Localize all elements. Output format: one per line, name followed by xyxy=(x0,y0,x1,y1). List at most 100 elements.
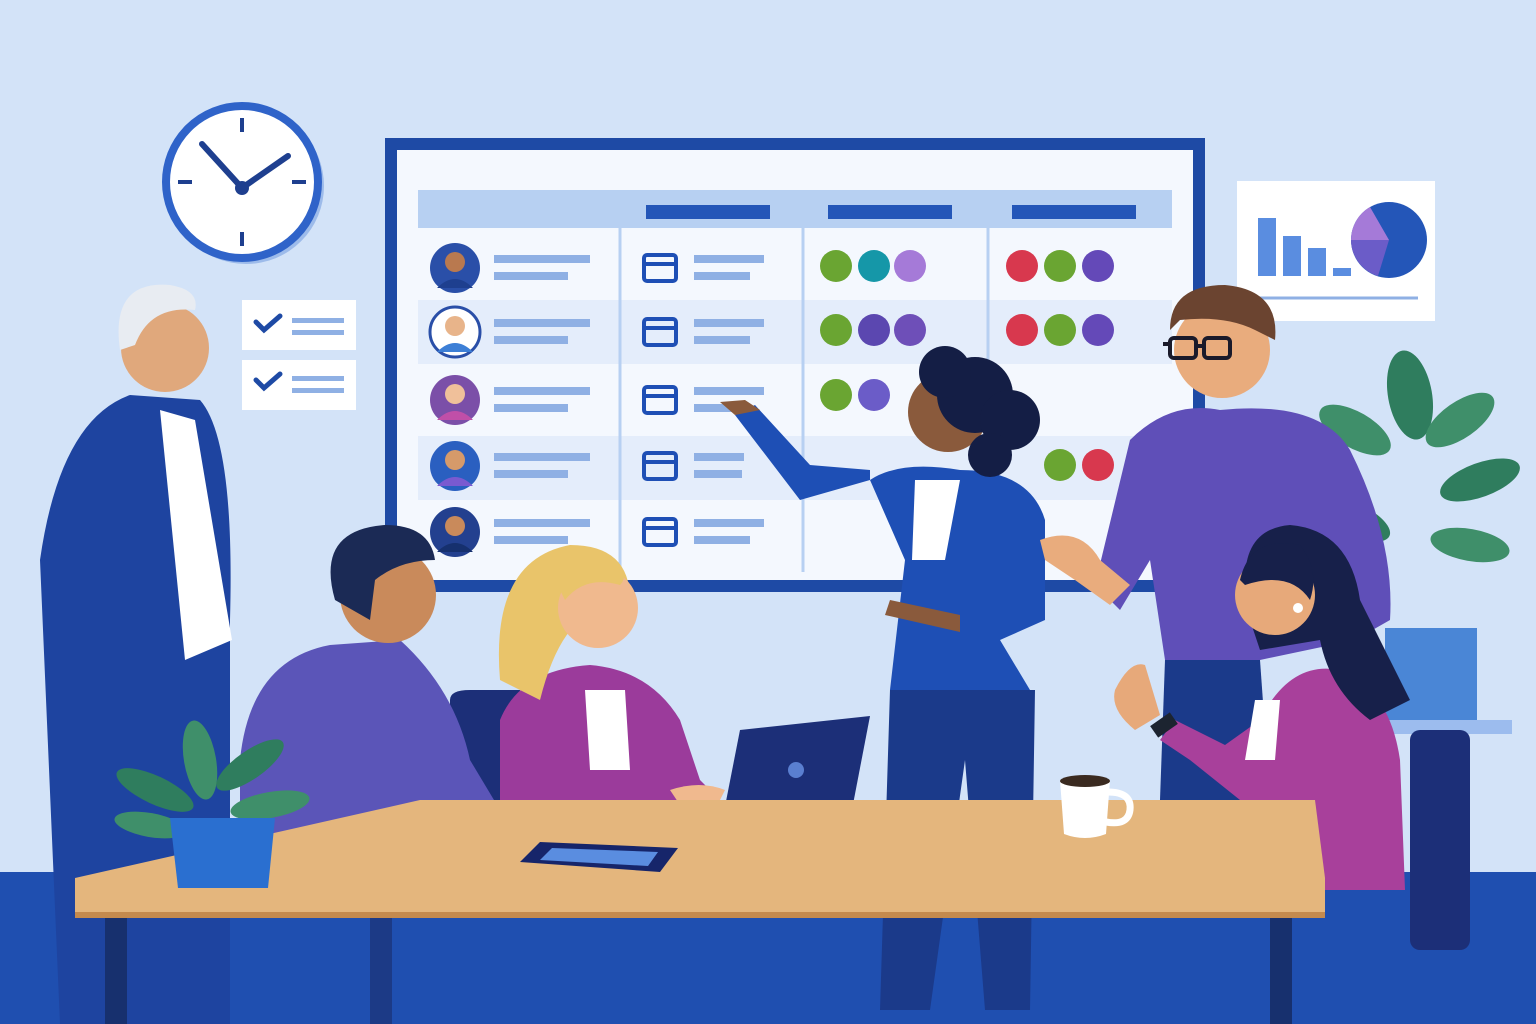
task-board-rect xyxy=(1012,205,1136,219)
person-presenter-circle xyxy=(919,346,971,398)
wall-clock xyxy=(162,102,324,264)
board-text-lines-rect xyxy=(494,404,568,412)
status-dots-circle xyxy=(1006,314,1038,346)
person-seated-woman-right-path xyxy=(1240,543,1314,600)
board-avatars-circle xyxy=(445,516,465,536)
board-avatars-circle xyxy=(445,450,465,470)
board-text-lines-rect xyxy=(494,319,590,327)
plant-left-ellipse xyxy=(230,790,310,820)
person-seated-woman-right-circle xyxy=(1293,603,1303,613)
checklist-rect xyxy=(292,330,344,335)
wall-chart-path xyxy=(1350,207,1389,240)
checklist-rect xyxy=(292,388,344,393)
plant-left-ellipse xyxy=(114,811,186,839)
tablet xyxy=(520,842,678,872)
status-dots-circle xyxy=(858,379,890,411)
board-text-lines xyxy=(494,255,764,544)
board-text-lines-rect xyxy=(694,470,742,478)
board-text-lines-rect xyxy=(694,319,764,327)
status-dots-circle xyxy=(858,314,890,346)
person-standing-left-path xyxy=(160,410,232,660)
coffee-mug-ellipse xyxy=(1060,775,1110,787)
board-text-lines-rect xyxy=(694,404,750,412)
wall-chart xyxy=(1237,181,1435,321)
table-rect xyxy=(75,912,1325,918)
plant-right-ellipse xyxy=(1430,527,1510,563)
calendar-icons-rect xyxy=(642,385,678,415)
checklist-path xyxy=(253,371,283,392)
board-text-lines-rect xyxy=(694,453,744,461)
person-seated-woman-left xyxy=(498,545,725,830)
plant-right-rect xyxy=(1385,628,1477,720)
plant-right-ellipse xyxy=(1319,404,1391,456)
person-presenter-path xyxy=(885,600,960,632)
plant-right-ellipse xyxy=(1440,458,1520,502)
checklist xyxy=(242,300,356,410)
wall-chart-path xyxy=(1351,240,1389,276)
board-text-lines-rect xyxy=(494,336,568,344)
board-avatars xyxy=(428,243,482,557)
status-dots-circle xyxy=(1044,449,1076,481)
person-presenter-path xyxy=(912,480,960,560)
calendar-icons-rect xyxy=(642,517,678,547)
person-seated-man-path xyxy=(330,525,435,620)
status-dots-circle xyxy=(894,250,926,282)
wall-clock-line xyxy=(199,141,245,191)
checklist-rect xyxy=(292,376,344,381)
status-dots-circle xyxy=(820,250,852,282)
coffee-mug xyxy=(1060,775,1134,838)
person-presenter-circle xyxy=(968,433,1012,477)
table-rect xyxy=(370,918,392,1024)
coffee-mug-path xyxy=(1105,788,1134,827)
plant-left-ellipse xyxy=(182,720,218,800)
coffee-mug-path xyxy=(1060,780,1110,838)
wall-clock-line xyxy=(239,153,291,191)
board-text-lines-rect xyxy=(694,255,764,263)
board-avatars-path xyxy=(437,477,473,486)
person-presenter-path xyxy=(735,405,870,500)
calendar-icons-rect xyxy=(642,317,678,347)
table-top xyxy=(75,800,1325,878)
person-standing-left-path xyxy=(118,284,196,350)
plant-left-ellipse xyxy=(216,739,284,791)
board-text-lines-rect xyxy=(494,255,590,263)
status-dots-circle xyxy=(1082,314,1114,346)
board-text-lines-rect xyxy=(494,453,590,461)
tablet-path xyxy=(540,848,658,866)
status-dots-circle xyxy=(1044,250,1076,282)
board-text-lines-rect xyxy=(694,536,750,544)
status-dots-circle xyxy=(820,314,852,346)
board-avatars-circle xyxy=(445,384,465,404)
board-text-lines-rect xyxy=(494,387,590,395)
person-seated-woman-left-path xyxy=(585,690,630,770)
wall-chart-rect xyxy=(1283,236,1301,276)
person-standing-right-path xyxy=(1040,535,1130,605)
person-presenter-path xyxy=(880,690,1035,1010)
status-dots-circle xyxy=(1006,250,1038,282)
status-dots xyxy=(820,250,1114,481)
plant-right xyxy=(1319,350,1520,734)
calendar-icons-rect xyxy=(642,253,678,283)
table-rect xyxy=(75,878,1325,912)
person-seated-woman-left-path xyxy=(560,556,624,600)
wall-chart-rect xyxy=(1333,268,1351,276)
plant-left-path xyxy=(170,818,275,888)
person-presenter-path xyxy=(720,400,760,415)
person-seated-woman-right-path xyxy=(1160,668,1405,890)
plant-left-ellipse xyxy=(116,768,194,812)
table-rect xyxy=(105,918,127,1024)
person-standing-right-g xyxy=(1163,336,1232,360)
board-text-lines-rect xyxy=(694,519,764,527)
task-board-rect xyxy=(646,205,770,219)
table-rect xyxy=(1270,918,1292,1024)
board-avatars-circle xyxy=(445,252,465,272)
calendar-icons-rect xyxy=(642,451,678,481)
person-seated-woman-right xyxy=(1114,525,1410,890)
plant-left xyxy=(114,720,310,888)
status-dots-circle xyxy=(820,379,852,411)
person-seated-woman-right-path xyxy=(1114,664,1160,730)
plant-right-rect xyxy=(1360,720,1512,734)
